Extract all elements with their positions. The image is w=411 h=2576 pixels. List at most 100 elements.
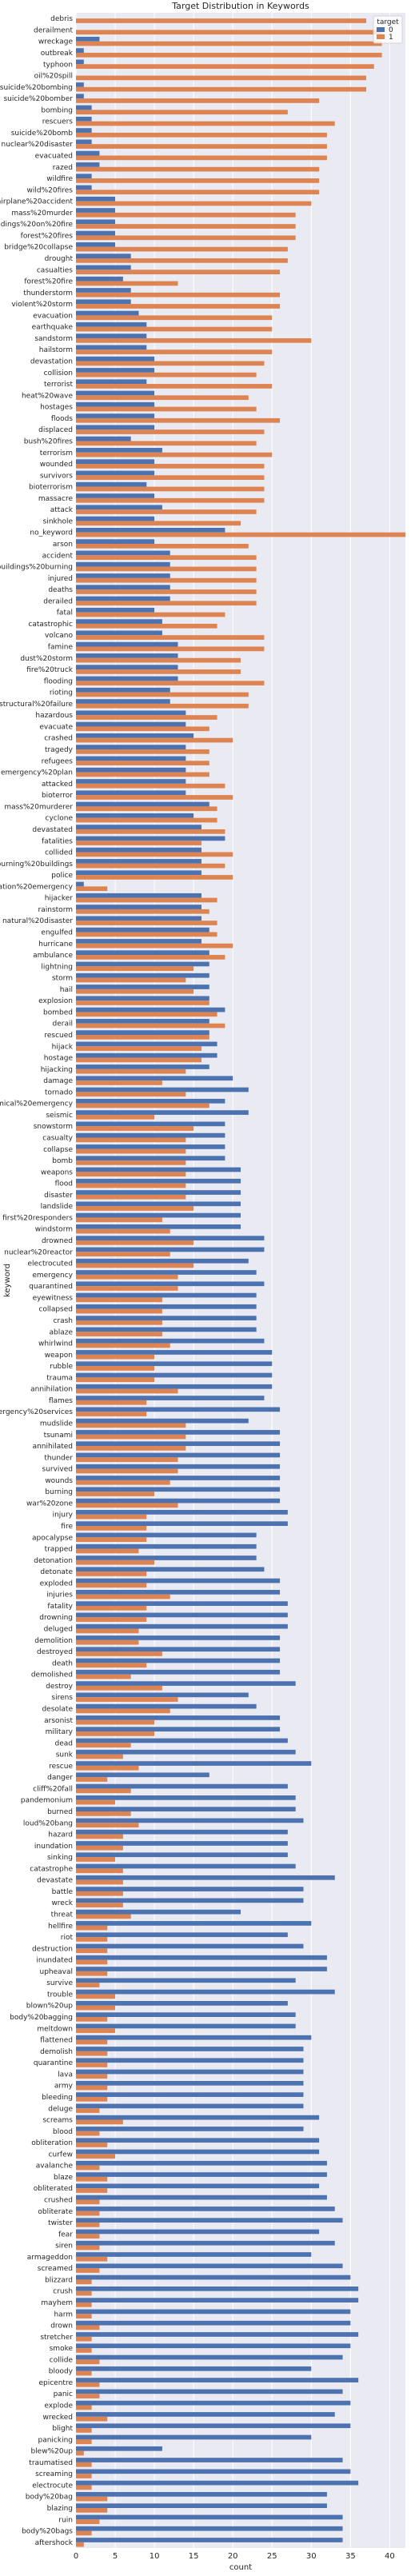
bar-target-1 bbox=[76, 1959, 108, 1965]
category-label: first%20responders bbox=[2, 1214, 73, 1222]
category-label: deaths bbox=[48, 586, 73, 594]
bar-target-1 bbox=[76, 646, 265, 652]
bar-target-0 bbox=[76, 436, 131, 441]
bar-target-1 bbox=[76, 932, 217, 937]
bar-target-0 bbox=[76, 767, 186, 773]
category-label: quarantine bbox=[34, 2059, 74, 2067]
category-label: typhoon bbox=[43, 61, 73, 69]
bar-target-0 bbox=[76, 2343, 351, 2349]
bar-target-1 bbox=[76, 258, 288, 263]
bar-target-0 bbox=[76, 1327, 257, 1332]
bar-target-0 bbox=[76, 2480, 359, 2486]
bar-target-1 bbox=[76, 1639, 139, 1645]
bar-target-0 bbox=[76, 1612, 288, 1618]
bar-target-1 bbox=[76, 1845, 123, 1851]
bar-target-1 bbox=[76, 863, 225, 869]
bar-target-0 bbox=[76, 836, 225, 841]
category-label: sandstorm bbox=[34, 335, 73, 343]
bar-target-1 bbox=[76, 1480, 170, 1485]
bar-target-0 bbox=[76, 139, 92, 145]
category-label: tornado bbox=[45, 1088, 74, 1096]
bar-target-1 bbox=[76, 349, 273, 354]
category-label: destroyed bbox=[37, 1648, 73, 1656]
category-label: quarantined bbox=[29, 1283, 73, 1291]
bar-target-1 bbox=[76, 2176, 108, 2182]
category-label: evacuate bbox=[39, 723, 73, 731]
bar-target-0 bbox=[76, 1567, 265, 1572]
bar-target-0 bbox=[76, 1132, 225, 1138]
x-tick-label: 20 bbox=[228, 2552, 238, 2561]
category-label: apocalypse bbox=[32, 1534, 73, 1542]
bar-target-0 bbox=[76, 687, 170, 693]
category-label: threat bbox=[51, 1911, 74, 1919]
bar-target-1 bbox=[76, 1137, 186, 1143]
bar-target-1 bbox=[76, 2245, 100, 2251]
bar-target-0 bbox=[76, 368, 155, 373]
category-label: mass%20murder bbox=[11, 210, 73, 218]
bar-target-1 bbox=[76, 852, 233, 857]
category-label: sinking bbox=[47, 1854, 73, 1862]
category-label: annihilation bbox=[30, 1386, 73, 1394]
category-label: casualty bbox=[42, 1135, 73, 1143]
bar-target-1 bbox=[76, 1879, 123, 1885]
bar-target-1 bbox=[76, 1366, 155, 1371]
bar-target-0 bbox=[76, 1875, 335, 1880]
bar-target-1 bbox=[76, 532, 405, 537]
category-label: bioterrorism bbox=[29, 484, 73, 492]
category-label: nuclear%20disaster bbox=[2, 141, 74, 149]
category-label: weapon bbox=[45, 1352, 73, 1360]
category-label: pandemonium bbox=[21, 1797, 73, 1805]
category-label: riot bbox=[61, 1934, 74, 1942]
bar-target-0 bbox=[76, 2252, 312, 2257]
bar-target-1 bbox=[76, 1731, 155, 1736]
bar-target-0 bbox=[76, 2047, 304, 2051]
bar-target-1 bbox=[76, 1560, 155, 1565]
category-label: flood bbox=[55, 1180, 73, 1188]
category-label: deluged bbox=[44, 1626, 73, 1634]
category-label: wreck bbox=[51, 1899, 73, 1907]
x-tick-label: 35 bbox=[345, 2552, 356, 2561]
category-label: airplane%20accident bbox=[0, 198, 73, 206]
bar-target-0 bbox=[76, 1692, 249, 1698]
bar-target-0 bbox=[76, 413, 155, 418]
category-label: hijacker bbox=[45, 895, 74, 903]
category-label: floods bbox=[51, 415, 73, 423]
bar-target-1 bbox=[76, 681, 265, 686]
category-label: panicking bbox=[38, 2436, 73, 2444]
bar-target-1 bbox=[76, 1023, 225, 1028]
bar-target-1 bbox=[76, 623, 217, 629]
category-label: rioting bbox=[50, 689, 73, 697]
bar-target-1 bbox=[76, 441, 257, 446]
category-label: disaster bbox=[44, 1192, 73, 1200]
bar-target-1 bbox=[76, 475, 265, 481]
bar-target-1 bbox=[76, 224, 296, 229]
bar-target-0 bbox=[76, 2298, 359, 2302]
bar-target-0 bbox=[76, 310, 139, 316]
bar-target-0 bbox=[76, 2274, 351, 2280]
bar-target-0 bbox=[76, 1144, 225, 1149]
category-label: hostage bbox=[44, 1055, 74, 1063]
category-label: inundation bbox=[34, 1843, 73, 1851]
bar-target-0 bbox=[76, 1258, 249, 1264]
bar-target-0 bbox=[76, 2080, 304, 2086]
category-label: wildfire bbox=[46, 175, 73, 183]
category-label: tsunami bbox=[44, 1432, 73, 1440]
bar-target-0 bbox=[76, 2354, 343, 2360]
bar-target-0 bbox=[76, 459, 155, 465]
bar-target-0 bbox=[76, 1361, 273, 1367]
bar-target-0 bbox=[76, 2378, 359, 2382]
bar-target-1 bbox=[76, 110, 288, 115]
bar-target-1 bbox=[76, 52, 382, 58]
bar-target-1 bbox=[76, 235, 296, 241]
bar-target-1 bbox=[76, 1674, 131, 1679]
category-label: windstorm bbox=[35, 1226, 73, 1234]
category-label: hellfire bbox=[48, 1923, 73, 1931]
bar-target-1 bbox=[76, 988, 194, 994]
bar-target-1 bbox=[76, 1514, 147, 1520]
bar-target-0 bbox=[76, 2229, 320, 2235]
bar-target-1 bbox=[76, 521, 241, 526]
category-label: bioterror bbox=[42, 792, 73, 800]
bar-target-0 bbox=[76, 1647, 281, 1652]
bar-target-0 bbox=[76, 1201, 241, 1207]
x-tick-label: 15 bbox=[189, 2552, 199, 2561]
